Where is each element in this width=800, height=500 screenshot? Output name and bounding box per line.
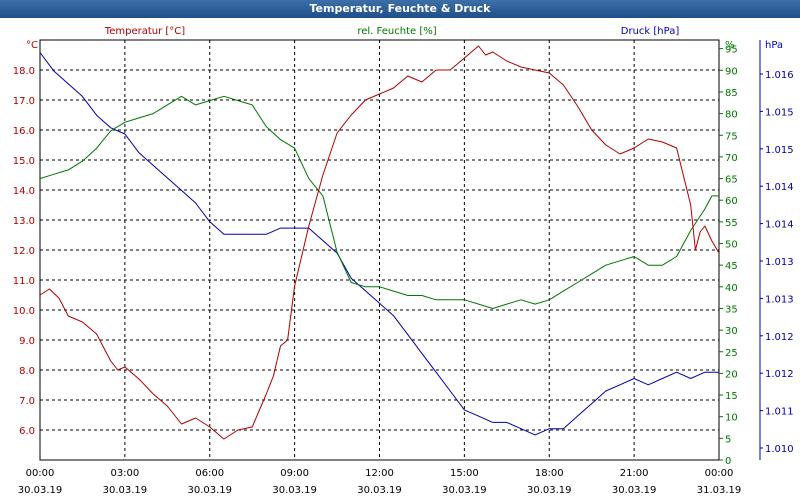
pressure-tick-label: 1.011 [765, 407, 794, 418]
humidity-line [39, 95, 719, 309]
pressure-line [39, 52, 719, 436]
x-tick-time: 21:00 [620, 468, 649, 479]
temperature-tick-label: 18.0 [13, 66, 35, 77]
humidity-tick-label: 60 [725, 196, 738, 207]
x-tick-time: 06:00 [195, 468, 224, 479]
humidity-tick-label: 95 [725, 45, 738, 56]
x-tick-date: 30.03.19 [103, 485, 148, 496]
x-tick-time: 00:00 [705, 468, 734, 479]
humidity-tick-label: 85 [725, 88, 738, 99]
x-tick-date: 31.03.19 [697, 485, 742, 496]
humidity-tick-label: 40 [725, 283, 738, 294]
humidity-tick-label: 0 [725, 456, 731, 467]
x-tick-date: 30.03.19 [272, 485, 317, 496]
x-tick-time: 12:00 [365, 468, 394, 479]
pressure-tick-label: 1.016 [765, 70, 794, 81]
temperature-tick-label: 15.0 [13, 156, 35, 167]
temperature-tick-label: 11.0 [13, 276, 35, 287]
humidity-unit-label: % [725, 40, 735, 51]
x-tick-time: 09:00 [280, 468, 309, 479]
x-tick-date: 30.03.19 [442, 485, 487, 496]
axis-labels: 00:00 30.03.19 03:00 30.03.19 06:00 30.03.19 0… [13, 26, 794, 496]
x-tick-time: 15:00 [450, 468, 479, 479]
humidity-tick-label: 20 [725, 369, 738, 380]
humidity-tick-label: 80 [725, 110, 738, 121]
pressure-series-label: Druck [hPa] [621, 26, 680, 37]
humidity-tick-label: 90 [725, 66, 738, 77]
temperature-tick-label: 6.0 [19, 426, 35, 437]
temperature-series-label: Temperatur [°C] [104, 26, 185, 37]
humidity-tick-label: 10 [725, 413, 738, 424]
humidity-tick-label: 5 [725, 434, 731, 445]
pressure-tick-label: 1.014 [765, 220, 794, 231]
x-tick-date: 30.03.19 [357, 485, 402, 496]
temperature-tick-label: 16.0 [13, 126, 35, 137]
x-tick-time: 00:00 [26, 468, 55, 479]
humidity-tick-label: 55 [725, 218, 738, 229]
humidity-tick-label: 30 [725, 326, 738, 337]
temperature-tick-label: 13.0 [13, 216, 35, 227]
humidity-tick-label: 35 [725, 304, 738, 315]
humidity-tick-label: 25 [725, 348, 738, 359]
pressure-tick-label: 1.014 [765, 182, 794, 193]
humidity-tick-label: 75 [725, 131, 738, 142]
plot-frame [39, 39, 720, 461]
x-tick-date: 30.03.19 [18, 485, 63, 496]
pressure-tick-label: 1.012 [765, 369, 794, 380]
series-lines [39, 45, 720, 440]
chart-title: Temperatur, Feuchte & Druck [0, 0, 800, 18]
x-tick-date: 30.03.19 [612, 485, 657, 496]
pressure-unit-label: hPa [765, 40, 783, 51]
grid [40, 40, 719, 460]
temperature-tick-label: 9.0 [19, 336, 35, 347]
x-tick-date: 30.03.19 [527, 485, 572, 496]
x-tick-time: 18:00 [535, 468, 564, 479]
temperature-line [39, 45, 720, 440]
pressure-tick-label: 1.015 [765, 145, 794, 156]
humidity-tick-label: 70 [725, 153, 738, 164]
temperature-tick-label: 17.0 [13, 96, 35, 107]
temperature-tick-label: 14.0 [13, 186, 35, 197]
pressure-tick-label: 1.010 [765, 444, 794, 455]
pressure-tick-label: 1.012 [765, 332, 794, 343]
x-tick-date: 30.03.19 [187, 485, 232, 496]
pressure-tick-label: 1.013 [765, 294, 794, 305]
humidity-tick-label: 15 [725, 391, 738, 402]
temperature-tick-label: 8.0 [19, 366, 35, 377]
x-tick-time: 03:00 [110, 468, 139, 479]
temperature-tick-label: 10.0 [13, 306, 35, 317]
temperature-tick-label: 12.0 [13, 246, 35, 257]
humidity-tick-label: 45 [725, 261, 738, 272]
pressure-tick-label: 1.015 [765, 107, 794, 118]
pressure-tick-label: 1.013 [765, 257, 794, 268]
humidity-tick-label: 65 [725, 175, 738, 186]
temperature-tick-label: 7.0 [19, 396, 35, 407]
humidity-series-label: rel. Feuchte [%] [357, 26, 436, 37]
humidity-tick-label: 50 [725, 240, 738, 251]
temperature-unit-label: °C [26, 40, 38, 51]
axes [39, 39, 763, 461]
